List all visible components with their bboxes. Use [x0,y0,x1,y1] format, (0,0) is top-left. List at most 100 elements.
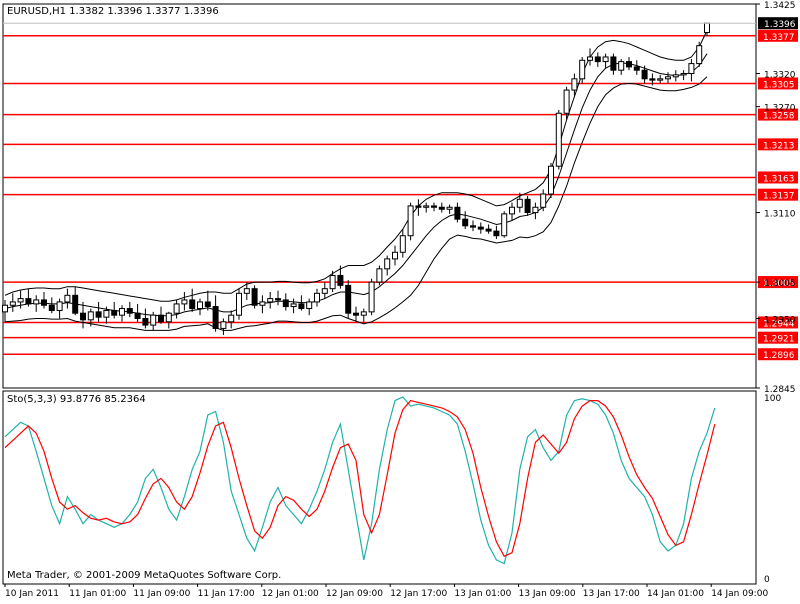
candle [173,299,180,319]
candle-body [462,218,469,227]
candle-body [423,205,430,208]
level-label-box [758,77,798,90]
candle-body [626,61,632,68]
candle [672,70,679,82]
level-label: 1.3305 [763,80,795,90]
candle [376,265,383,286]
candle [9,293,16,312]
candle [516,192,523,213]
candle-body [165,312,172,323]
stochastic-tick-label: 0 [764,575,770,585]
level-label-box [758,276,798,289]
level-label: 1.2921 [763,335,795,345]
candle-body [633,66,640,71]
candle [126,301,133,318]
candle [33,295,40,312]
candle [509,202,515,221]
time-tick-label: 13 Jan 01:00 [454,589,511,599]
candle-body [516,198,523,208]
candle-body [524,198,531,214]
price-panel-frame [2,3,757,389]
level-label-box [758,331,798,344]
candle-body [158,314,164,323]
candle-body [602,56,609,63]
candle-body [470,225,476,228]
candle-body [438,206,445,210]
candle [64,288,71,309]
level-label-box [758,138,798,151]
candle-body [649,78,656,81]
candle [438,202,445,213]
candle [470,220,476,232]
candle-body [142,317,149,326]
candle [384,255,391,276]
time-tick-label: 11 Jan 09:00 [133,589,190,599]
price-tick-label: 1.3005 [764,279,796,289]
time-tick-label: 12 Jan 17:00 [390,589,447,599]
candle-body [501,213,508,237]
candle [150,311,157,331]
candle-body [680,73,687,76]
candle-body [477,226,484,230]
candle-body [641,69,648,80]
candle [415,199,422,216]
stochastic-panel-frame [2,390,757,585]
price-axis: 1.3425 1.3320 1.3270 1.3110 1.3005 1.2950 1.28… [3,1,798,395]
candle [329,270,336,292]
candle [290,298,297,314]
time-axis: 10 Jan 2011 11 Jan 01:00 11 Jan 09:00 11 Ja… [4,584,768,599]
candle-body [368,281,375,313]
candle [563,86,570,120]
candle [321,282,328,299]
candle-body [275,298,281,301]
candle-body [485,228,492,232]
candle-body [212,306,219,329]
candle [165,311,172,329]
candle [392,245,398,266]
time-tick-label: 11 Jan 01:00 [69,589,126,599]
candle [228,310,235,329]
candle-body [2,304,8,313]
candle-body [345,284,352,314]
candle-body [571,78,578,91]
candle [501,211,508,238]
candle [314,288,320,307]
candle [87,308,94,327]
time-tick-label: 12 Jan 09:00 [326,589,383,599]
candle [72,286,79,316]
candle-body [509,206,515,215]
current-price-label: 1.3396 [764,20,796,30]
candles-layer [2,22,710,336]
level-label-box [758,29,798,42]
stochastic-tick-label: 100 [764,394,781,404]
candle-body [181,299,188,305]
candle-body [446,206,453,210]
candle [2,299,8,322]
candle-body [282,299,289,308]
time-tick-label: 11 Jan 17:00 [198,589,255,599]
candle [587,48,593,66]
candle-body [579,59,586,80]
candle-body [618,61,625,71]
time-tick-label: 13 Jan 17:00 [583,589,640,599]
price-tick-label: 1.3110 [764,210,796,220]
candle [602,53,609,69]
candle-body [353,312,359,316]
candle-body [134,312,141,319]
candle [431,202,437,212]
candle-body [64,294,71,303]
candle-body [33,299,40,305]
candle [485,224,492,234]
candle-body [103,310,110,318]
candle [540,189,547,212]
candle [345,280,352,319]
level-label: 1.3377 [763,33,795,43]
price-tick-label: 1.3425 [764,1,796,11]
candle-body [665,76,671,80]
candle-body [87,311,94,321]
candle [688,58,695,82]
time-tick-label: 14 Jan 09:00 [711,589,768,599]
stochastic-signal-line [4,399,716,558]
